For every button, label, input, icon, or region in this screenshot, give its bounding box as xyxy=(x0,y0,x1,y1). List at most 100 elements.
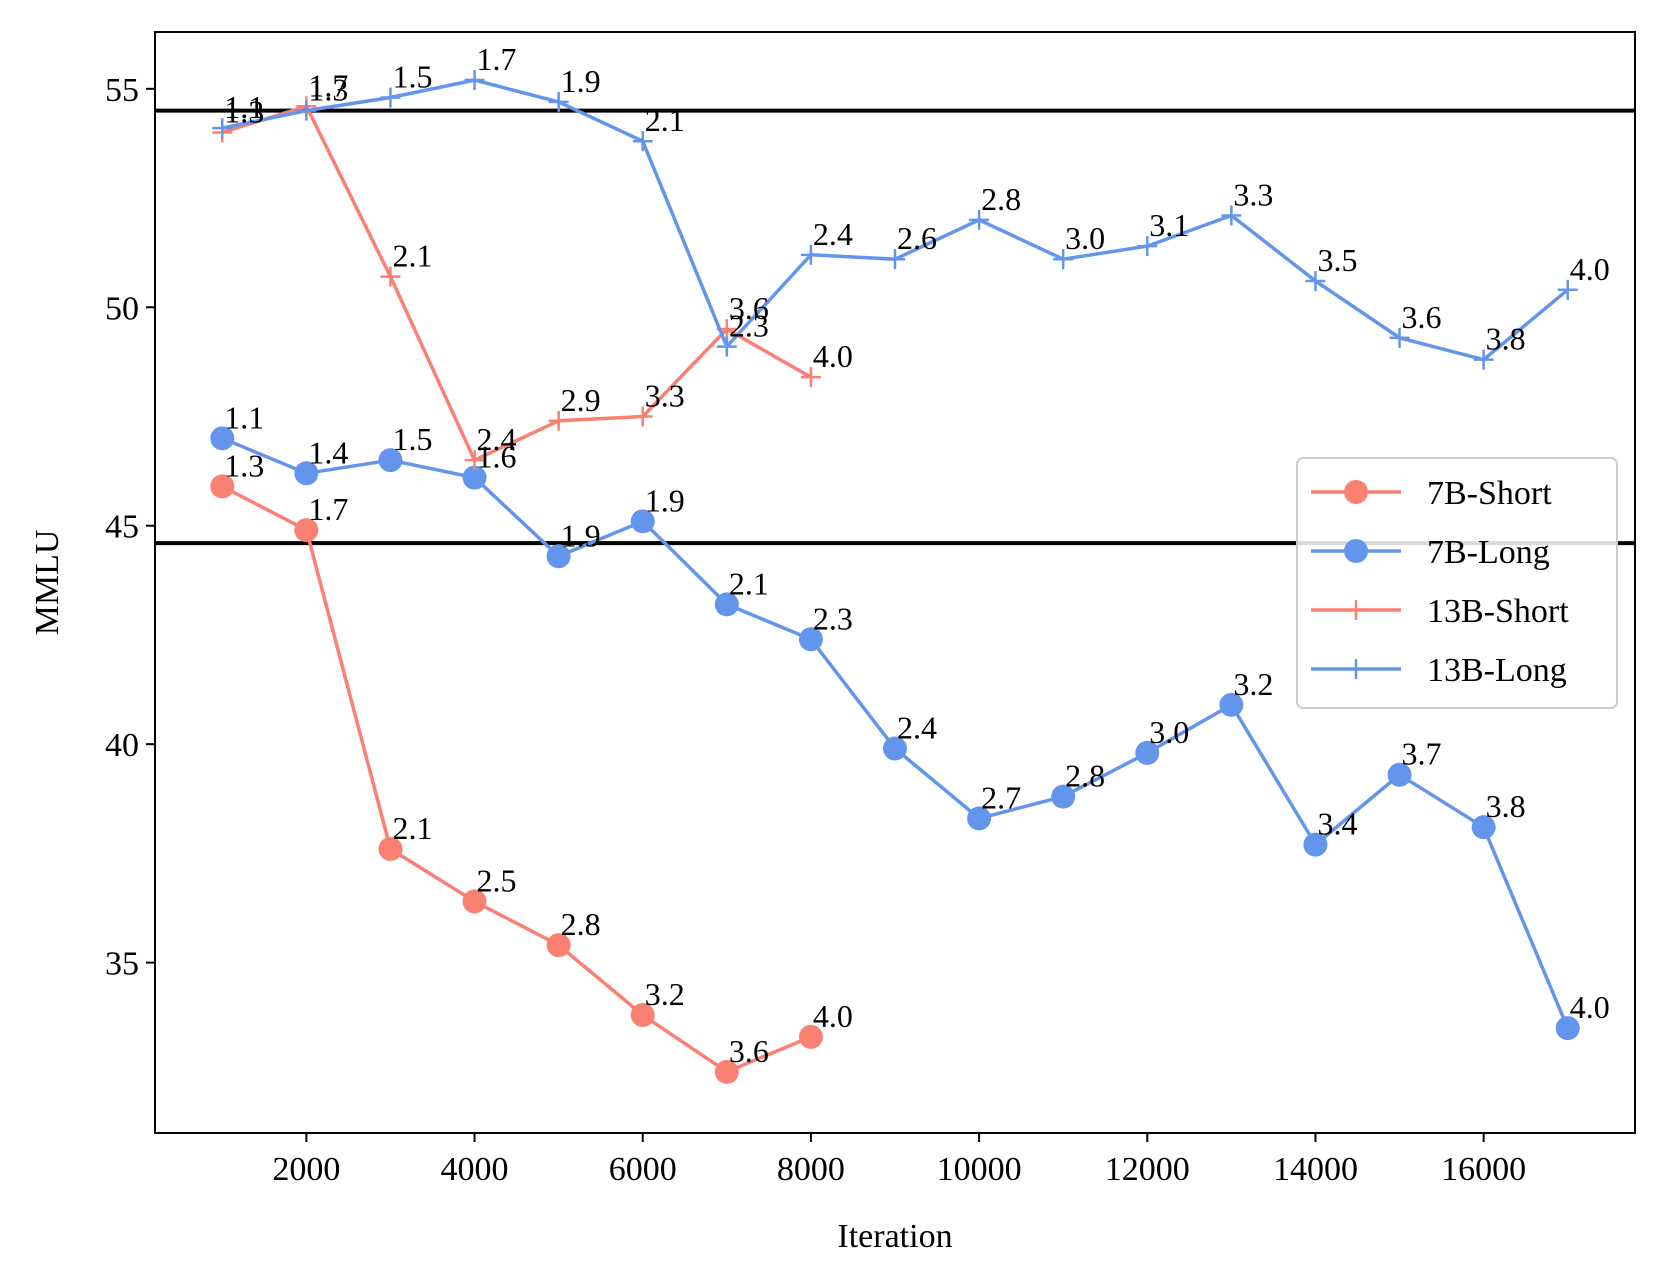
point-13b-short xyxy=(548,410,569,431)
point-7b-long xyxy=(378,448,403,473)
data-label-13b-long: 2.4 xyxy=(813,216,853,252)
point-13b-long xyxy=(885,249,905,270)
point-13b-long xyxy=(716,336,737,357)
point-7b-short xyxy=(378,837,403,862)
data-label-13b-long: 4.0 xyxy=(1570,251,1610,287)
point-7b-long xyxy=(546,544,571,569)
data-label-13b-short: 3.3 xyxy=(645,377,685,413)
x-tick-label: 4000 xyxy=(441,1151,509,1188)
legend-marker-7b-long xyxy=(1344,539,1368,563)
legend-marker-13b-long xyxy=(1346,659,1366,679)
data-label-13b-short: 2.9 xyxy=(561,382,601,418)
point-7b-long xyxy=(210,426,235,451)
data-label-7b-long: 1.9 xyxy=(561,517,601,553)
point-7b-long xyxy=(294,461,319,486)
data-label-13b-long: 2.6 xyxy=(897,220,937,256)
data-label-13b-long: 3.6 xyxy=(1402,299,1442,335)
x-tick-label: 8000 xyxy=(777,1151,845,1188)
legend-box xyxy=(1296,457,1618,709)
data-label-7b-short: 4.0 xyxy=(813,998,853,1034)
point-7b-long xyxy=(1471,815,1496,840)
data-label-7b-long: 4.0 xyxy=(1570,989,1610,1025)
x-axis-ticks: 2000 4000 6000 8000 10000 12000 14000 16000 xyxy=(272,1133,1526,1188)
legend-label-7b-long: 7B-Long xyxy=(1427,534,1550,571)
y-tick-label: 40 xyxy=(105,727,139,764)
legend-label-13b-short: 13B-Short xyxy=(1427,593,1569,630)
point-7b-long xyxy=(798,627,823,652)
data-label-7b-short: 2.8 xyxy=(561,906,601,942)
x-tick-label: 16000 xyxy=(1441,1151,1526,1188)
point-7b-long xyxy=(967,806,992,831)
x-tick-label: 12000 xyxy=(1105,1151,1190,1188)
data-label-7b-short: 3.6 xyxy=(729,1033,769,1069)
data-label-7b-long: 2.4 xyxy=(897,710,937,746)
point-13b-long xyxy=(380,87,401,108)
point-7b-long xyxy=(462,465,487,490)
data-label-13b-long: 2.3 xyxy=(729,308,769,344)
point-13b-short xyxy=(800,367,821,388)
data-label-13b-long: 3.1 xyxy=(1149,207,1189,243)
point-13b-short xyxy=(464,450,485,471)
point-13b-long xyxy=(1389,327,1410,348)
point-7b-long xyxy=(883,736,907,761)
data-label-13b-short: 1.7 xyxy=(308,67,348,103)
data-label-13b-long: 1.1 xyxy=(224,89,264,125)
data-label-7b-long: 3.0 xyxy=(1149,714,1189,750)
point-7b-short xyxy=(546,933,571,958)
point-13b-short xyxy=(380,266,401,287)
data-label-7b-short: 1.3 xyxy=(224,447,264,483)
x-tick-label: 14000 xyxy=(1273,1151,1358,1188)
point-13b-long xyxy=(800,244,821,265)
legend-marker-13b-short xyxy=(1346,600,1366,620)
point-13b-long xyxy=(212,118,233,139)
data-label-7b-long: 3.8 xyxy=(1486,788,1526,824)
point-7b-short xyxy=(630,1003,655,1028)
data-label-13b-long: 1.5 xyxy=(392,59,432,95)
point-7b-long xyxy=(1303,832,1328,857)
data-label-7b-long: 3.2 xyxy=(1233,666,1273,702)
data-label-7b-long: 2.7 xyxy=(981,779,1021,815)
point-13b-long xyxy=(1473,349,1494,370)
data-label-13b-long: 3.5 xyxy=(1317,242,1357,278)
data-label-13b-long: 2.8 xyxy=(981,181,1021,217)
point-13b-long xyxy=(1305,271,1326,292)
data-label-13b-long: 3.8 xyxy=(1486,321,1526,357)
data-label-7b-long: 3.7 xyxy=(1402,736,1442,772)
point-13b-short xyxy=(632,406,653,427)
point-13b-long xyxy=(1557,279,1578,300)
point-13b-long xyxy=(1221,205,1242,226)
data-label-7b-short: 1.7 xyxy=(308,491,348,527)
point-7b-short xyxy=(462,889,487,914)
data-label-7b-long: 1.9 xyxy=(645,482,685,518)
legend: 7B-Short 7B-Long 13B-Short 13B-Long xyxy=(1296,457,1618,709)
data-label-7b-short: 2.5 xyxy=(477,862,517,898)
data-label-13b-long: 1.7 xyxy=(477,41,517,77)
data-label-7b-long: 1.1 xyxy=(224,399,264,435)
point-7b-long xyxy=(1555,1016,1580,1041)
point-13b-long xyxy=(1053,249,1074,270)
point-7b-short xyxy=(210,474,235,499)
data-label-13b-long: 2.1 xyxy=(645,102,685,138)
point-7b-short xyxy=(714,1059,739,1084)
legend-label-7b-short: 7B-Short xyxy=(1427,475,1552,512)
point-13b-long xyxy=(548,91,569,112)
y-tick-label: 45 xyxy=(105,509,139,546)
data-label-13b-short: 3.6 xyxy=(729,290,769,326)
data-label-13b-long: 1.9 xyxy=(561,63,601,99)
y-axis-ticks: 35 40 45 50 55 xyxy=(105,72,155,983)
legend-marker-7b-short xyxy=(1344,480,1368,504)
x-tick-label: 6000 xyxy=(609,1151,677,1188)
data-label-7b-long: 2.1 xyxy=(729,565,769,601)
legend-label-13b-long: 13B-Long xyxy=(1427,652,1567,689)
point-7b-long xyxy=(630,509,655,534)
point-7b-short xyxy=(798,1024,823,1049)
y-tick-label: 50 xyxy=(105,290,139,327)
data-label-13b-short: 4.0 xyxy=(813,338,853,374)
point-7b-long xyxy=(1219,692,1244,717)
data-label-13b-long: 1.3 xyxy=(308,72,348,108)
y-tick-label: 35 xyxy=(105,946,139,983)
data-label-13b-short: 2.4 xyxy=(477,421,517,457)
series-line-13b-short xyxy=(221,104,812,462)
x-tick-label: 2000 xyxy=(272,1151,340,1188)
point-13b-long xyxy=(464,70,485,91)
